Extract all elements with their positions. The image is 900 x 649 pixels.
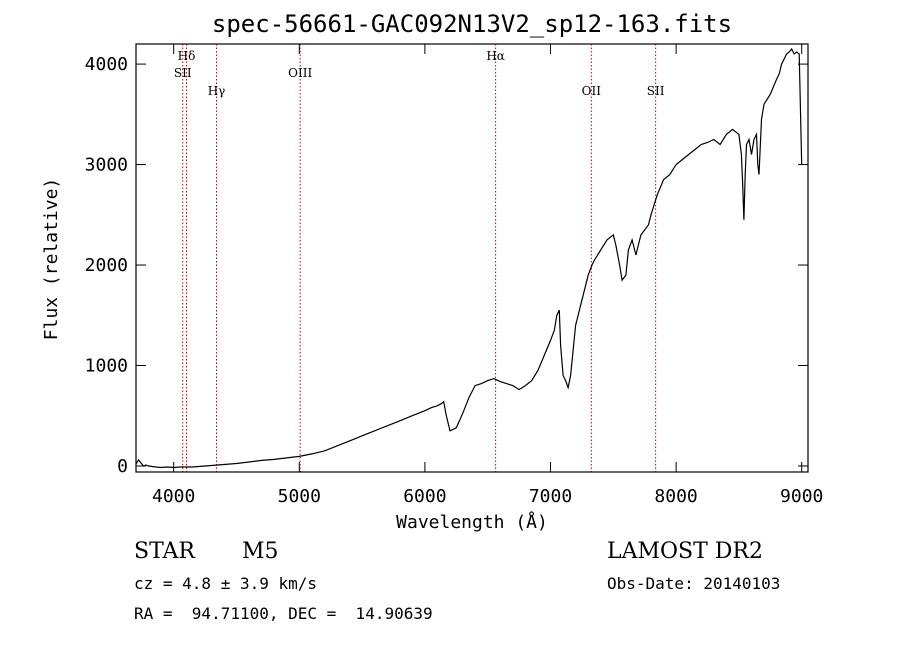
sky-coordinates: RA = 94.71100, DEC = 14.90639 — [134, 604, 433, 623]
x-axis-label: Wavelength (Å) — [396, 511, 548, 533]
chart-title: spec-56661-GAC092N13V2_sp12-163.fits — [212, 10, 732, 38]
emission-line-markers: Hδ SII Hγ OIII Hα OII SII — [174, 44, 665, 472]
x-tick-label: 9000 — [780, 486, 823, 507]
axis-ticks: 4000 5000 6000 7000 8000 9000 0 1000 2000 3000 400… — [85, 44, 823, 507]
y-tick-label: 4000 — [85, 54, 128, 75]
observation-date: Obs-Date: 20140103 — [607, 574, 781, 593]
line-marker-label: OII — [582, 84, 602, 98]
spectrum-line — [135, 47, 803, 469]
y-tick-label: 1000 — [85, 356, 128, 377]
redshift-value: cz = 4.8 ± 3.9 km/s — [134, 574, 318, 593]
y-tick-label: 2000 — [85, 255, 128, 276]
y-axis-label: Flux (relative) — [41, 178, 62, 341]
x-tick-label: 8000 — [654, 486, 697, 507]
object-subclass: M5 — [242, 539, 279, 564]
line-marker-label: Hγ — [208, 84, 226, 98]
line-marker-label: SII — [647, 84, 665, 98]
line-marker-label: Hδ — [178, 49, 196, 63]
x-tick-label: 6000 — [403, 486, 446, 507]
object-class: STAR — [134, 539, 195, 564]
line-marker-label: Hα — [486, 49, 505, 63]
survey-name: LAMOST DR2 — [607, 539, 763, 564]
plot-frame — [135, 43, 809, 473]
x-tick-label: 4000 — [152, 486, 195, 507]
x-tick-label: 7000 — [529, 486, 572, 507]
y-tick-label: 0 — [117, 456, 128, 477]
line-marker-label: SII — [174, 66, 192, 80]
y-tick-label: 3000 — [85, 155, 128, 176]
line-marker-label: OIII — [288, 66, 312, 80]
x-tick-label: 5000 — [278, 486, 321, 507]
